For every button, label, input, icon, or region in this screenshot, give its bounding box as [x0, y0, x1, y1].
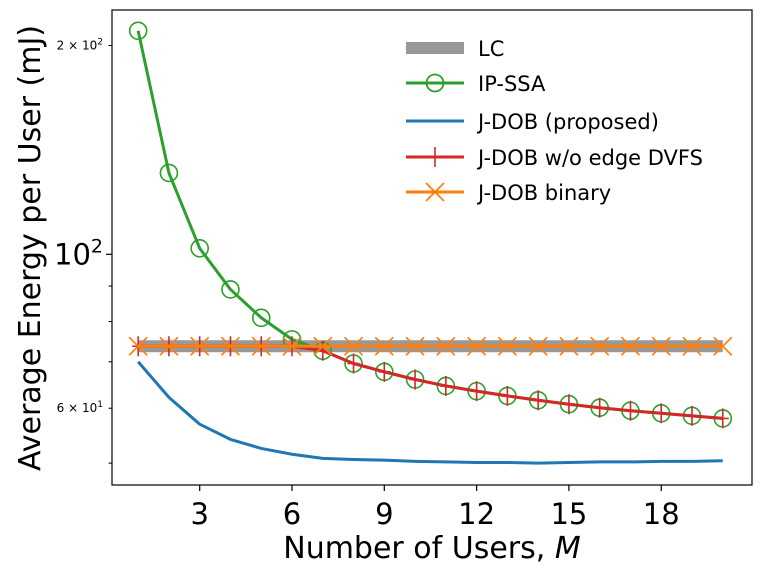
- data-point-j-dob-binary: [528, 336, 548, 356]
- legend-box: [393, 28, 749, 218]
- data-point-j-dob-w-o-edge-dvfs: [532, 390, 545, 411]
- data-point-ip-ssa: [159, 163, 179, 183]
- legend-marker-ip-ssa: [425, 73, 445, 93]
- data-point-j-dob-w-o-edge-dvfs: [562, 394, 575, 415]
- tick-layer: 3 6 9 12 15 18 2 × 102 102 6 × 101: [54, 37, 680, 531]
- data-point-j-dob-binary: [282, 336, 302, 356]
- data-point-j-dob-binary: [467, 336, 487, 356]
- legend-label-j-dob-no-dvfs: J-DOB w/o edge DVFS: [476, 146, 703, 170]
- plot-frame: [111, 9, 753, 486]
- series-j-dob-proposed: [137, 360, 723, 465]
- series-layer: [128, 21, 733, 465]
- data-point-j-dob-binary: [190, 336, 210, 356]
- series-line-j-dob-proposed: [137, 360, 723, 465]
- data-point-j-dob-w-o-edge-dvfs: [347, 353, 360, 374]
- legend-marker-j-dob-binary: [425, 182, 445, 202]
- data-point-j-dob-binary: [497, 336, 517, 356]
- data-point-ip-ssa: [128, 21, 148, 41]
- data-point-j-dob-binary: [590, 336, 610, 356]
- data-point-j-dob-w-o-edge-dvfs: [378, 361, 391, 382]
- data-point-j-dob-binary: [713, 336, 733, 356]
- data-point-j-dob-w-o-edge-dvfs: [501, 385, 514, 406]
- data-point-j-dob-binary: [559, 336, 579, 356]
- legend: LC IP-SSA J-DOB (proposed) J-DOB w/o edg…: [393, 28, 749, 218]
- data-point-j-dob-w-o-edge-dvfs: [470, 381, 483, 402]
- y-axis-label: Average Energy per User (mJ): [13, 25, 48, 471]
- y-tick-label: 102: [54, 235, 103, 271]
- data-point-j-dob-binary: [343, 336, 364, 356]
- data-point-j-dob-binary: [436, 336, 456, 356]
- data-point-j-dob-binary: [682, 336, 702, 356]
- data-point-ip-ssa: [190, 239, 209, 258]
- series-j-dob-binary: [128, 336, 733, 356]
- data-point-j-dob-binary: [251, 336, 271, 356]
- x-tick-label: 9: [375, 497, 393, 531]
- x-tick-label: 15: [550, 497, 587, 531]
- legend-label-j-dob-binary: J-DOB binary: [476, 181, 611, 205]
- data-point-j-dob-binary: [405, 336, 425, 356]
- data-point-ip-ssa: [221, 280, 240, 299]
- data-point-j-dob-w-o-edge-dvfs: [655, 403, 668, 424]
- data-point-j-dob-w-o-edge-dvfs: [716, 408, 729, 429]
- data-point-j-dob-w-o-edge-dvfs: [409, 369, 422, 390]
- x-tick-label: 12: [458, 497, 495, 531]
- data-point-ip-ssa: [251, 308, 271, 328]
- data-point-j-dob-w-o-edge-dvfs: [593, 397, 606, 418]
- x-axis-label: Number of Users, M: [283, 531, 581, 566]
- data-point-j-dob-binary: [220, 336, 241, 356]
- data-point-j-dob-binary: [620, 336, 641, 356]
- x-tick-label: 3: [190, 497, 208, 531]
- data-point-j-dob-w-o-edge-dvfs: [439, 375, 452, 396]
- data-point-j-dob-binary: [128, 336, 148, 356]
- data-point-j-dob-binary: [651, 336, 671, 356]
- data-point-j-dob-binary: [159, 336, 179, 356]
- legend-label-lc: LC: [478, 37, 504, 61]
- y-tick-label: 6 × 101: [57, 400, 103, 415]
- data-point-j-dob-w-o-edge-dvfs: [686, 405, 698, 426]
- data-point-j-dob-w-o-edge-dvfs: [624, 400, 637, 421]
- legend-label-ip-ssa: IP-SSA: [478, 72, 546, 96]
- data-point-j-dob-binary: [313, 336, 333, 356]
- y-tick-label: 2 × 102: [57, 37, 103, 52]
- legend-label-j-dob: J-DOB (proposed): [476, 110, 659, 134]
- x-tick-label: 6: [283, 497, 301, 531]
- data-point-j-dob-binary: [374, 336, 394, 356]
- x-tick-label: 18: [643, 497, 680, 531]
